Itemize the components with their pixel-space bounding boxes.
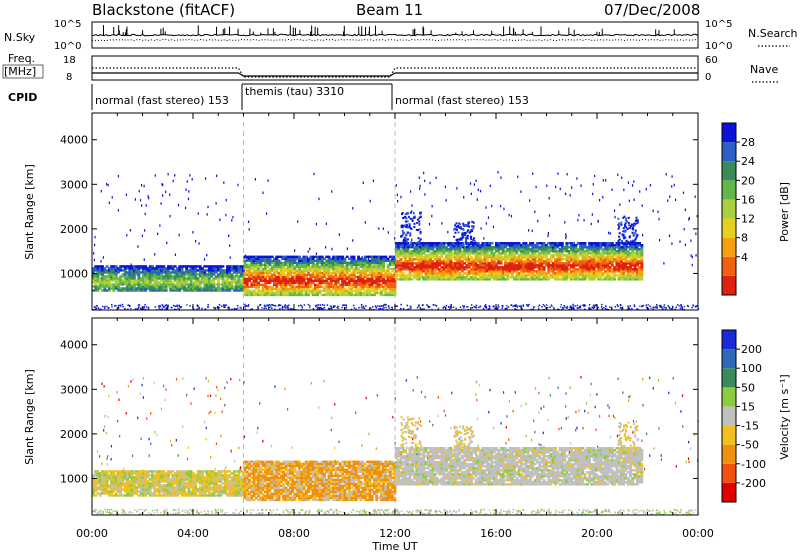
velocity-colorbar-swatch: [722, 425, 736, 445]
freq-tick-bottom: 8: [66, 72, 72, 83]
velocity-data-layer: [92, 318, 700, 516]
power-colorbar-swatch: [722, 256, 736, 276]
velocity-colorbar-tick-7: -200: [741, 477, 766, 490]
freq-label-1: Freq.: [8, 52, 35, 65]
nsky-right-tick-bottom: 10^0: [705, 41, 732, 52]
power-axis: 4000 3000 2000 1000: [60, 113, 699, 310]
freq-panel: Freq. [MHz] 18 8 60 0 Nave: [2, 52, 778, 83]
time-tick-0: 00:00: [76, 527, 108, 540]
nsky-trace: [91, 25, 699, 42]
time-tick-2: 08:00: [278, 527, 310, 540]
velocity-colorbar-tick-2: 50: [741, 381, 755, 394]
power-colorbar-swatch: [722, 123, 736, 143]
power-ylabel: Slant Range [km]: [23, 164, 36, 260]
power-colorbar-tick-1: 24: [741, 155, 755, 168]
power-colorbar-tick-2: 20: [741, 174, 755, 187]
velocity-panel-ytick-3: 1000: [60, 472, 88, 485]
velocity-ylabel: Slant Range [km]: [23, 369, 36, 465]
time-tick-6: 00:00: [682, 527, 714, 540]
power-colorbar-tick-5: 8: [741, 232, 748, 245]
time-tick-3: 12:00: [379, 527, 411, 540]
nsky-tick-top: 10^5: [54, 19, 81, 30]
velocity-colorbar-tick-5: -50: [741, 439, 759, 452]
nsky-panel: N.Sky 10^5 10^0 10^5 10^0 N.Search: [4, 19, 798, 52]
power-colorbar-swatch: [722, 142, 736, 162]
velocity-colorbar-swatch: [722, 330, 736, 350]
power-colorbar-tick-6: 4: [741, 251, 748, 264]
power-panel-ytick-3: 1000: [60, 267, 88, 280]
power-colorbar-swatch: [722, 161, 736, 181]
freq-label-2: [MHz]: [4, 65, 36, 78]
power-colorbar-swatch: [722, 180, 736, 200]
power-colorbar-tick-3: 16: [741, 193, 755, 206]
nsky-label: N.Sky: [4, 31, 36, 44]
cpid-segment-3: normal (fast stereo) 153: [395, 94, 529, 107]
velocity-colorbar-swatch: [722, 349, 736, 369]
time-tick-1: 04:00: [177, 527, 209, 540]
power-data-layer: [92, 113, 700, 311]
velocity-panel-ytick-0: 4000: [60, 339, 88, 352]
power-panel-ytick-0: 4000: [60, 134, 88, 147]
power-colorbar-label: Power [dB]: [778, 182, 791, 242]
cpid-strip: CPID normal (fast stereo) 153 themis (ta…: [8, 83, 529, 110]
power-colorbar-swatch: [722, 199, 736, 219]
nsky-tick-bottom: 10^0: [54, 41, 81, 52]
station-title: Blackstone (fitACF): [92, 1, 235, 19]
velocity-colorbar: 200 100 50 15 -15 -50 -100 -200 Velocity [m s⁻¹…: [721, 329, 791, 503]
velocity-colorbar-swatch: [722, 444, 736, 464]
velocity-colorbar-swatch: [722, 368, 736, 388]
nsky-right-tick-top: 10^5: [705, 19, 732, 30]
nave-label: Nave: [750, 63, 778, 76]
time-tick-4: 16:00: [480, 527, 512, 540]
power-panel-ytick-2: 2000: [60, 223, 88, 236]
velocity-panel-ytick-1: 3000: [60, 383, 88, 396]
velocity-colorbar-tick-6: -100: [741, 458, 766, 471]
velocity-colorbar-tick-3: 15: [741, 400, 755, 413]
nave-tick-bottom: 0: [705, 72, 711, 83]
cpid-segment-2: themis (tau) 3310: [245, 85, 344, 98]
velocity-axis: 4000 3000 2000 1000: [60, 318, 699, 515]
power-colorbar-swatch: [722, 275, 736, 295]
time-axis-ticks: 00:00 04:00 08:00 12:00 16:00 20:00 00:00: [76, 527, 714, 540]
velocity-colorbar-swatch: [722, 406, 736, 426]
velocity-panel-ytick-2: 2000: [60, 428, 88, 441]
beam-title: Beam 11: [356, 1, 423, 19]
power-colorbar-tick-4: 12: [741, 213, 755, 226]
cpid-label: CPID: [8, 91, 37, 104]
time-axis-label: Time UT: [371, 540, 417, 553]
nave-tick-top: 60: [705, 55, 718, 66]
velocity-colorbar-swatch: [722, 463, 736, 483]
freq-tick-top: 18: [63, 55, 76, 66]
power-colorbar-swatch: [722, 218, 736, 238]
velocity-colorbar-tick-0: 200: [741, 343, 762, 356]
velocity-colorbar-tick-1: 100: [741, 362, 762, 375]
velocity-colorbar-label: Velocity [m s⁻¹]: [778, 374, 791, 459]
velocity-colorbar-swatch: [722, 482, 736, 502]
freq-trace: [92, 67, 698, 78]
date-title: 07/Dec/2008: [604, 1, 700, 19]
velocity-colorbar-tick-4: -15: [741, 420, 759, 433]
power-colorbar: 28 24 20 16 12 8 4 Power [dB]: [721, 122, 791, 296]
power-colorbar-swatch: [722, 237, 736, 257]
power-panel-ytick-1: 3000: [60, 178, 88, 191]
power-panel: 4000 3000 2000 1000 Slant Range [km]: [23, 112, 700, 311]
velocity-colorbar-swatch: [722, 387, 736, 407]
nsearch-label: N.Search: [748, 27, 798, 40]
cpid-segment-1: normal (fast stereo) 153: [95, 94, 229, 107]
time-tick-5: 20:00: [581, 527, 613, 540]
power-colorbar-tick-0: 28: [741, 136, 755, 149]
